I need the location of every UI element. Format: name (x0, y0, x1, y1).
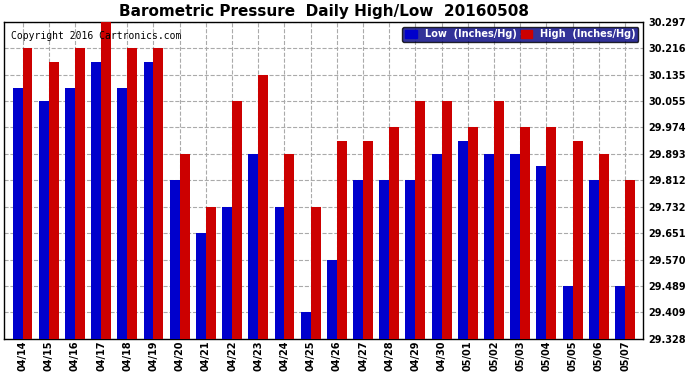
Bar (284, 154, 295, 339)
Bar (117, 88, 127, 339)
Bar (380, 180, 389, 339)
Bar (222, 207, 232, 339)
Bar (625, 180, 635, 339)
Bar (337, 141, 347, 339)
Bar (415, 101, 426, 339)
Bar (23, 48, 32, 339)
Bar (546, 128, 556, 339)
Bar (363, 141, 373, 339)
Bar (206, 207, 216, 339)
Bar (389, 128, 400, 339)
Bar (573, 141, 582, 339)
Bar (144, 62, 153, 339)
Bar (442, 101, 451, 339)
Bar (327, 260, 337, 339)
Title: Barometric Pressure  Daily High/Low  20160508: Barometric Pressure Daily High/Low 20160… (119, 4, 529, 19)
Bar (458, 141, 468, 339)
Bar (301, 312, 310, 339)
Bar (179, 154, 190, 339)
Bar (520, 128, 530, 339)
Bar (615, 286, 625, 339)
Bar (310, 207, 321, 339)
Bar (91, 62, 101, 339)
Bar (248, 154, 258, 339)
Bar (127, 48, 137, 339)
Text: Copyright 2016 Cartronics.com: Copyright 2016 Cartronics.com (10, 31, 181, 41)
Bar (562, 286, 573, 339)
Bar (153, 48, 164, 339)
Bar (275, 207, 284, 339)
Legend: Low  (Inches/Hg), High  (Inches/Hg): Low (Inches/Hg), High (Inches/Hg) (402, 27, 638, 42)
Bar (65, 88, 75, 339)
Bar (432, 154, 442, 339)
Bar (12, 88, 23, 339)
Bar (589, 180, 599, 339)
Bar (101, 22, 111, 339)
Bar (494, 101, 504, 339)
Bar (196, 233, 206, 339)
Bar (170, 180, 179, 339)
Bar (536, 166, 546, 339)
Bar (258, 75, 268, 339)
Bar (75, 48, 85, 339)
Bar (468, 128, 477, 339)
Bar (39, 101, 49, 339)
Bar (49, 62, 59, 339)
Bar (353, 180, 363, 339)
Bar (232, 101, 242, 339)
Bar (406, 180, 415, 339)
Bar (599, 154, 609, 339)
Bar (511, 154, 520, 339)
Bar (484, 154, 494, 339)
